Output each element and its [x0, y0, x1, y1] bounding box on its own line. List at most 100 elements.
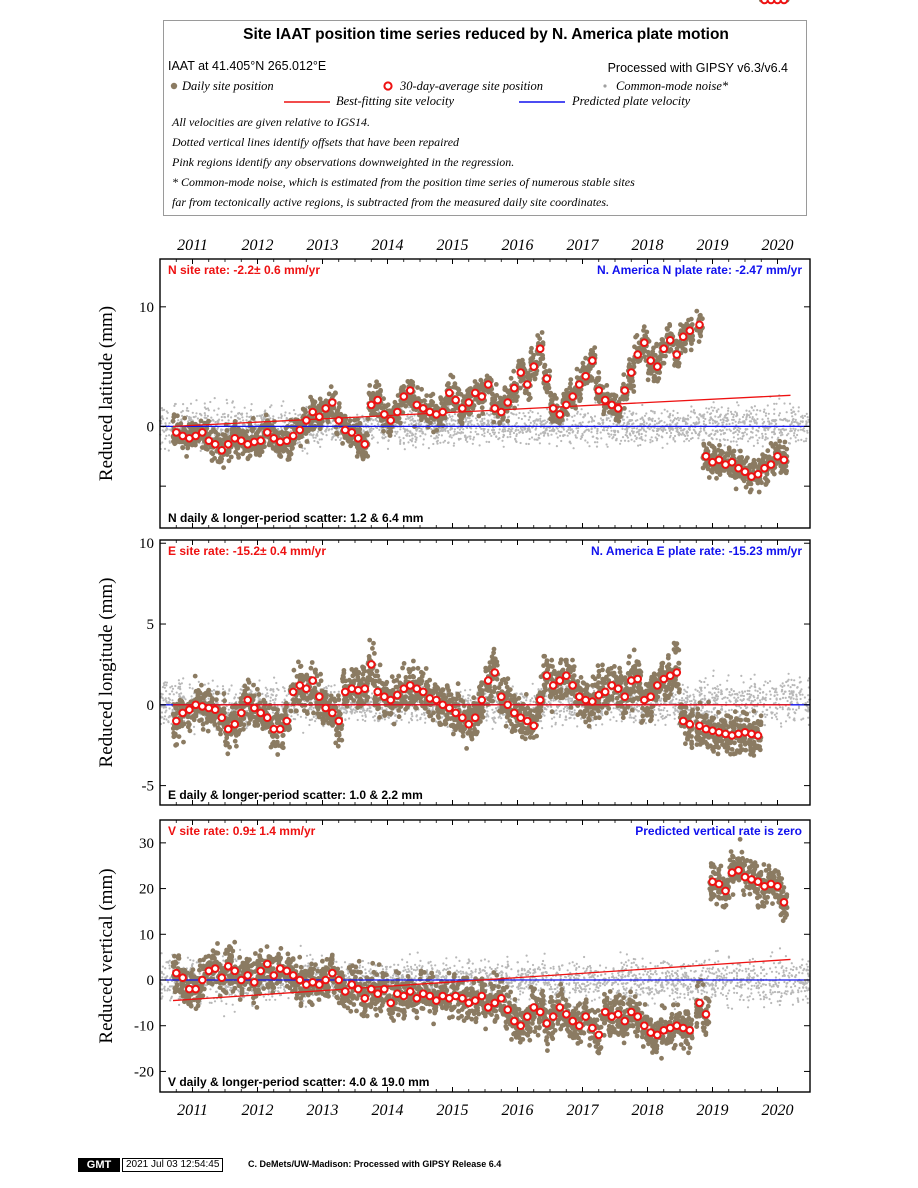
plate-rate-label: N. America N plate rate: -2.47 mm/yr — [597, 263, 802, 277]
common-mode-point — [732, 440, 735, 443]
common-mode-point — [540, 420, 543, 423]
common-mode-point — [439, 441, 442, 444]
common-mode-point — [455, 432, 458, 435]
common-mode-point — [773, 402, 776, 405]
daily-point — [508, 375, 514, 381]
daily-point — [528, 374, 533, 379]
daily-point — [777, 444, 782, 449]
common-mode-point — [633, 440, 636, 443]
common-mode-point — [542, 431, 545, 434]
common-mode-point — [653, 423, 657, 426]
daily-point — [396, 415, 402, 421]
common-mode-point — [515, 413, 518, 416]
common-mode-point — [470, 419, 473, 422]
daily-point — [505, 418, 511, 424]
daily-point — [715, 447, 721, 453]
daily-point — [373, 384, 379, 390]
common-mode-point — [487, 428, 490, 431]
common-mode-point — [363, 420, 366, 423]
average-point — [665, 336, 675, 345]
common-mode-point — [234, 415, 237, 418]
common-mode-point — [402, 442, 405, 445]
common-mode-point — [642, 423, 646, 426]
common-mode-point — [592, 419, 596, 422]
common-mode-point — [165, 417, 169, 420]
common-mode-point — [587, 429, 591, 432]
common-mode-point — [577, 427, 580, 430]
common-mode-point — [572, 419, 575, 422]
common-mode-point — [702, 416, 705, 419]
common-mode-point — [606, 429, 609, 432]
common-mode-point — [753, 419, 756, 422]
common-mode-point — [562, 426, 565, 429]
average-point — [497, 407, 506, 417]
common-mode-point — [410, 439, 413, 442]
daily-point — [210, 451, 216, 457]
common-mode-point — [223, 412, 226, 415]
average-point — [347, 428, 357, 437]
average-point — [328, 398, 337, 407]
daily-point — [574, 366, 580, 372]
common-mode-point — [568, 441, 571, 444]
common-mode-point — [800, 438, 803, 441]
common-mode-point — [704, 417, 707, 421]
common-mode-point — [546, 408, 549, 411]
common-mode-point — [548, 426, 551, 429]
common-mode-point — [210, 416, 213, 419]
common-mode-point — [419, 430, 422, 433]
common-mode-point — [654, 419, 657, 423]
common-mode-point — [339, 438, 342, 442]
common-mode-point — [780, 418, 783, 421]
common-mode-point — [370, 417, 373, 420]
common-mode-point — [406, 429, 409, 432]
common-mode-point — [535, 433, 538, 436]
common-mode-point — [806, 429, 809, 432]
common-mode-point — [485, 412, 488, 415]
common-mode-point — [649, 441, 652, 444]
daily-point — [679, 342, 685, 347]
daily-point — [645, 377, 651, 383]
common-mode-point — [320, 438, 323, 441]
common-mode-point — [165, 427, 168, 430]
common-mode-point — [593, 441, 597, 444]
common-mode-point — [269, 417, 272, 420]
common-mode-point — [725, 428, 728, 431]
common-mode-point — [504, 430, 507, 433]
common-mode-point — [546, 420, 549, 423]
common-mode-point — [693, 429, 696, 432]
common-mode-point — [717, 416, 720, 419]
common-mode-point — [607, 417, 610, 420]
average-point — [535, 344, 545, 354]
common-mode-point — [550, 429, 553, 432]
common-mode-point — [417, 423, 421, 426]
common-mode-point — [709, 412, 712, 416]
common-mode-point — [535, 418, 538, 421]
common-mode-point — [415, 436, 418, 439]
common-mode-point — [635, 427, 639, 430]
common-mode-point — [168, 422, 171, 425]
common-mode-point — [774, 423, 778, 426]
common-mode-point — [726, 418, 729, 422]
common-mode-point — [722, 438, 725, 441]
common-mode-point — [525, 442, 528, 445]
daily-point — [348, 443, 354, 449]
common-mode-point — [793, 420, 796, 424]
common-mode-point — [220, 429, 223, 432]
common-mode-point — [784, 417, 787, 420]
daily-point — [642, 333, 648, 339]
daily-point — [378, 389, 383, 394]
common-mode-point — [635, 437, 638, 440]
common-mode-point — [399, 440, 402, 443]
daily-point — [283, 447, 289, 453]
common-mode-point — [602, 426, 606, 429]
common-mode-point — [732, 418, 735, 421]
common-mode-point — [630, 438, 633, 441]
common-mode-point — [717, 422, 720, 425]
common-mode-point — [515, 433, 518, 436]
daily-point — [741, 476, 746, 481]
common-mode-point — [636, 419, 639, 422]
common-mode-point — [236, 416, 239, 419]
common-mode-point — [223, 416, 227, 419]
common-mode-point — [726, 412, 729, 415]
common-mode-point — [277, 427, 280, 431]
